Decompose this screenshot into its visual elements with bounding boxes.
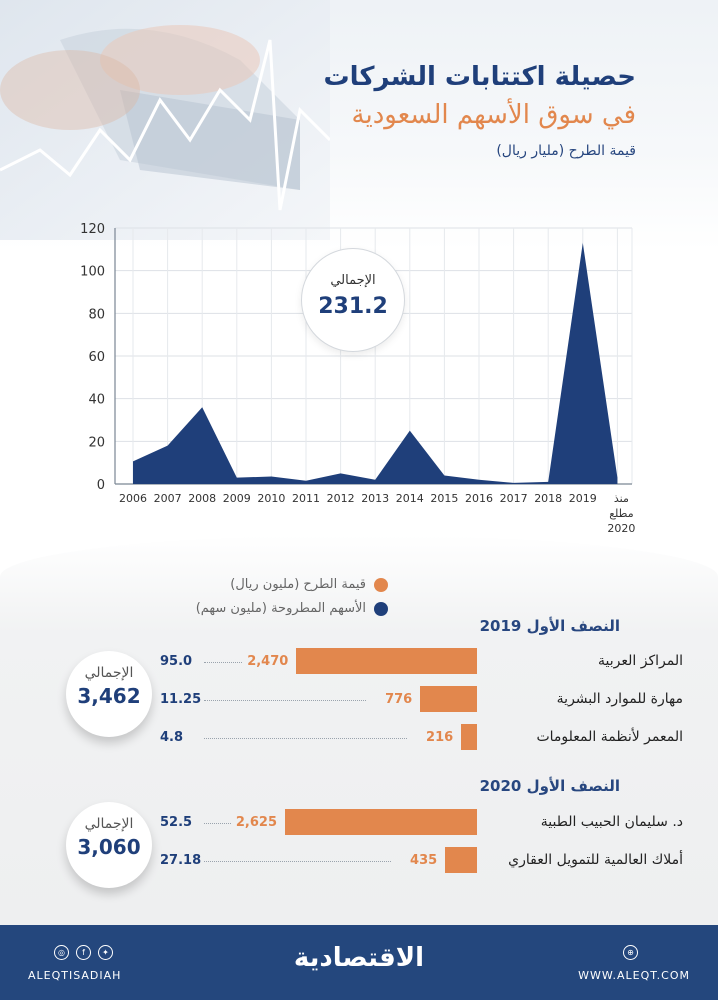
offer-value-label: 435 [410, 853, 438, 868]
y-tick-label: 20 [88, 435, 105, 450]
instagram-icon[interactable]: ◎ [54, 945, 69, 960]
x-tick-label: 2012 [327, 492, 355, 505]
x-tick-label: 2011 [292, 492, 320, 505]
y-tick-label: 60 [88, 350, 105, 365]
chart-total-value: 231.2 [318, 294, 388, 319]
section-total-value: 3,462 [77, 684, 141, 708]
y-tick-label: 0 [97, 478, 105, 493]
social-handle[interactable]: ALEQTISADIAH [28, 969, 122, 982]
x-tick-label: 2015 [430, 492, 458, 505]
y-axis-ticks: 0 20 40 60 80 100 120 [80, 222, 105, 493]
brand-logo: الاقتصادية [293, 943, 425, 973]
shares-offered-label: 52.5 [160, 815, 193, 830]
section-title: النصف الأول 2019 [479, 617, 620, 635]
company-name: مهارة للموارد البشرية [556, 691, 683, 707]
y-tick-label: 80 [88, 307, 105, 322]
footer-bar: ◎ f ✦ ALEQTISADIAH الاقتصادية ⊕ WWW.ALEQ… [0, 925, 718, 1000]
x-tick-label: 2019 [569, 492, 597, 505]
area-fill [133, 242, 618, 484]
legend-dot-blue [374, 601, 388, 616]
dotted-leader [204, 700, 367, 701]
keyboard-hands-illustration [0, 0, 330, 240]
x-tick-label: 2018 [534, 492, 562, 505]
shares-offered-label: 11.25 [160, 692, 202, 707]
y-tick-label: 120 [80, 222, 105, 237]
dotted-leader [204, 738, 408, 739]
x-tick-label: 2014 [396, 492, 424, 505]
twitter-icon[interactable]: ✦ [98, 945, 113, 960]
chart-area-series [132, 242, 618, 484]
offer-value-label: 2,470 [247, 654, 289, 669]
globe-icon: ⊕ [623, 945, 638, 960]
x-tick-label: 2017 [500, 492, 528, 505]
x-tick-label: 2016 [465, 492, 493, 505]
page-title: حصيلة اكتتابات الشركات [323, 62, 636, 92]
company-name: المعمر لأنظمة المعلومات [536, 729, 683, 745]
x-tick-label: 2007 [154, 492, 182, 505]
x-tick-label: 2010 [257, 492, 285, 505]
offer-value-bar [445, 847, 477, 873]
dotted-leader [204, 861, 392, 862]
x-tick-label: 2013 [361, 492, 389, 505]
x-axis-ticks: 2006 2007 2008 2009 2010 2011 2012 2013 2014 2015… [119, 492, 635, 535]
section-total-value: 3,060 [77, 835, 141, 859]
offer-value-bar [296, 648, 477, 674]
section-total-badge: الإجمالي 3,462 [66, 651, 152, 737]
chart-unit-label: قيمة الطرح (مليار ريال) [496, 143, 636, 159]
x-tick-label: 2009 [223, 492, 251, 505]
x-tick-label: منذ [614, 492, 629, 505]
y-tick-label: 100 [80, 265, 105, 280]
x-tick-label: 2008 [188, 492, 216, 505]
offer-value-label: 2,625 [235, 815, 277, 830]
shares-offered-label: 95.0 [160, 654, 193, 669]
section-title: النصف الأول 2020 [479, 777, 620, 795]
shares-offered-label: 4.8 [160, 730, 184, 745]
offer-value-label: 216 [426, 730, 454, 745]
y-tick-label: 40 [88, 393, 105, 408]
company-name: د. سليمان الحبيب الطبية [540, 814, 683, 830]
offer-value-bar [420, 686, 477, 712]
dotted-leader [204, 823, 231, 824]
chart-total-badge: الإجمالي 231.2 [301, 248, 405, 352]
website-link[interactable]: WWW.ALEQT.COM [578, 969, 690, 982]
legend-label-offer-value: قيمة الطرح (مليون ريال) [230, 577, 366, 592]
page-subtitle: في سوق الأسهم السعودية [351, 100, 636, 130]
hero-banner: حصيلة اكتتابات الشركات في سوق الأسهم الس… [0, 0, 718, 250]
section-total-label: الإجمالي [84, 816, 134, 832]
legend-item-offer-value: قيمة الطرح (مليون ريال) [230, 577, 388, 592]
company-name: المراكز العربية [598, 653, 683, 669]
facebook-icon[interactable]: f [76, 945, 91, 960]
legend-item-shares: الأسهم المطروحة (مليون سهم) [196, 601, 388, 616]
offer-value-bar [461, 724, 477, 750]
dotted-leader [204, 662, 243, 663]
offer-value-label: 776 [385, 692, 413, 707]
x-tick-label: مطلع [609, 507, 634, 520]
chart-total-label: الإجمالي [330, 273, 376, 288]
company-name: أملاك العالمية للتمويل العقاري [508, 852, 683, 868]
section-total-badge: الإجمالي 3,060 [66, 802, 152, 888]
shares-offered-label: 27.18 [160, 853, 202, 868]
legend-label-shares: الأسهم المطروحة (مليون سهم) [195, 601, 366, 616]
offer-value-bar [285, 809, 477, 835]
ipo-area-chart: 0 20 40 60 80 100 120 2006 2007 2008 2009 2010 2011… [80, 222, 635, 535]
legend-dot-orange [374, 577, 388, 592]
x-tick-label: 2020 [607, 522, 635, 535]
section-total-label: الإجمالي [84, 665, 134, 681]
x-tick-label: 2006 [119, 492, 147, 505]
